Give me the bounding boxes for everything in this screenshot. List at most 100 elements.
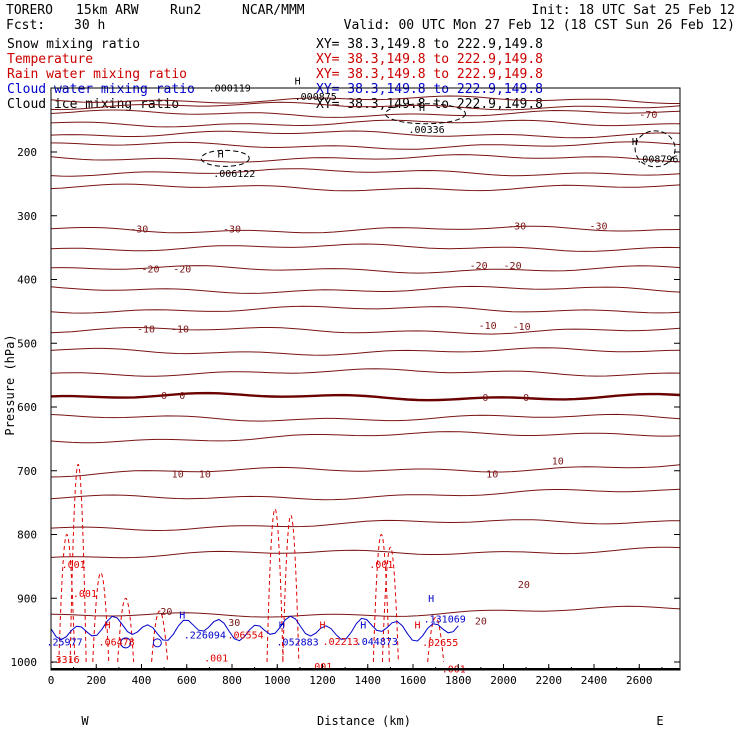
maximum-marker: H bbox=[632, 137, 638, 148]
maximum-marker: H bbox=[279, 621, 285, 632]
run-label: Run2 bbox=[170, 3, 201, 18]
field-xy: XY= 38.3,149.8 to 222.9,149.8 bbox=[316, 52, 543, 67]
snow-contour bbox=[384, 103, 466, 125]
isotherm-label: 0 bbox=[179, 391, 185, 402]
isotherm bbox=[50, 546, 681, 559]
model-name: TORERO bbox=[6, 3, 53, 18]
isotherm-label: -20 bbox=[173, 265, 191, 276]
isotherm bbox=[50, 431, 681, 444]
snow-label: .006122 bbox=[213, 169, 255, 180]
isotherm-label: 20 bbox=[518, 580, 530, 591]
maximum-marker: H bbox=[179, 610, 185, 621]
isotherm bbox=[50, 95, 680, 104]
field-name: Cloud water mixing ratio bbox=[7, 82, 195, 97]
isotherm bbox=[50, 413, 681, 422]
field-name: Snow mixing ratio bbox=[7, 37, 140, 52]
contour-labels: -70 -30 -30 -30 -30 -20 -20 -20 -20 -10 -10 -10 -10 0… bbox=[47, 76, 679, 675]
snow-label: .000119 bbox=[209, 84, 251, 95]
isotherm bbox=[50, 225, 681, 234]
x-axis-title: Distance (km) bbox=[317, 714, 411, 728]
cloud-water-label: .044873 bbox=[356, 637, 398, 648]
y-tick-label: 700 bbox=[17, 465, 37, 478]
isotherm bbox=[50, 119, 681, 128]
rain-contour bbox=[282, 514, 300, 663]
valid-time: Valid: 00 UTC Mon 27 Feb 12 (18 CST Sun … bbox=[344, 18, 735, 33]
maximum-marker: H bbox=[415, 621, 421, 632]
field-xy: XY= 38.3,149.8 to 222.9,149.8 bbox=[316, 37, 543, 52]
isotherm-label: 10 bbox=[552, 457, 564, 468]
rain-contour bbox=[266, 508, 284, 663]
field-name: Temperature bbox=[7, 52, 93, 67]
x-tick-label: 200 bbox=[86, 674, 106, 687]
east-label: E bbox=[656, 714, 663, 728]
rain-contour bbox=[372, 533, 390, 663]
x-tick-label: 2000 bbox=[490, 674, 517, 687]
field-name: Rain water mixing ratio bbox=[7, 67, 187, 82]
isotherm bbox=[50, 243, 681, 252]
rain-label: .02213 bbox=[323, 637, 359, 648]
x-tick-label: 1000 bbox=[264, 674, 291, 687]
isotherm bbox=[50, 488, 681, 501]
isotherm-label: -30 bbox=[223, 225, 241, 236]
x-tick-label: 0 bbox=[48, 674, 55, 687]
rain-contour bbox=[117, 597, 135, 663]
isotherm bbox=[50, 605, 681, 618]
isotherm-label: 30 bbox=[228, 618, 240, 629]
rain-contours bbox=[58, 463, 445, 663]
cloud-water-contour bbox=[152, 638, 162, 648]
rain-contour bbox=[92, 572, 110, 663]
cloud-water-label: .25977 bbox=[47, 638, 83, 649]
isotherm bbox=[50, 305, 681, 314]
rain-contour bbox=[69, 463, 87, 663]
rain-label: .06554 bbox=[228, 631, 264, 642]
x-tick-label: 800 bbox=[222, 674, 242, 687]
field-xy: XY= 38.3,149.8 to 222.9,149.8 bbox=[316, 82, 543, 97]
rain-label: .06478 bbox=[99, 638, 135, 649]
y-tick-label: 300 bbox=[17, 210, 37, 223]
isotherm-label: -10 bbox=[171, 325, 189, 336]
isotherm bbox=[50, 368, 681, 377]
y-axis-title: Pressure (hPa) bbox=[3, 334, 17, 435]
isotherm-label: 10 bbox=[172, 469, 184, 480]
isotherm bbox=[50, 265, 681, 274]
rain-label: .001 bbox=[369, 560, 393, 571]
isotherm bbox=[50, 464, 681, 478]
y-tick-label: 800 bbox=[17, 529, 37, 542]
cloud-water-label: .226094 bbox=[184, 631, 226, 642]
isotherm-label: -20 bbox=[470, 261, 488, 272]
cloud-water-label: .052883 bbox=[277, 638, 319, 649]
x-tick-label: 600 bbox=[177, 674, 197, 687]
maximum-marker: H bbox=[319, 621, 325, 632]
isotherm-label: -20 bbox=[504, 261, 522, 272]
rain-label: .001 bbox=[308, 662, 332, 673]
cloud-water-contour bbox=[120, 637, 132, 649]
init-time: Init: 18 UTC Sat 25 Feb 12 bbox=[532, 3, 736, 18]
isotherm-label: 0 bbox=[523, 393, 529, 404]
forecast-label: Fcst: bbox=[6, 18, 45, 33]
x-tick-label: 1800 bbox=[445, 674, 472, 687]
x-tick-label: 1200 bbox=[309, 674, 336, 687]
isotherm-label: -30 bbox=[590, 221, 608, 232]
isotherm-label: -30 bbox=[508, 221, 526, 232]
maximum-marker: H bbox=[360, 621, 366, 632]
plot-frame bbox=[50, 87, 681, 671]
isotherm bbox=[50, 183, 681, 192]
isotherm-label: -20 bbox=[142, 265, 160, 276]
isotherm bbox=[50, 347, 681, 356]
y-tick-label: 500 bbox=[17, 337, 37, 350]
x-tick-label: 2400 bbox=[581, 674, 608, 687]
snow-label: .008796 bbox=[636, 154, 678, 165]
isotherm-label: -10 bbox=[137, 325, 155, 336]
isotherm bbox=[50, 391, 681, 402]
snow-contour bbox=[200, 149, 250, 167]
x-tick-label: 2200 bbox=[536, 674, 563, 687]
maximum-marker: H bbox=[419, 103, 425, 114]
producer-label: NCAR/MMM bbox=[242, 3, 305, 18]
maximum-marker: H bbox=[105, 621, 111, 632]
y-tick-label: 900 bbox=[17, 592, 37, 605]
isotherm-label: 0 bbox=[482, 393, 488, 404]
temperature-contours bbox=[50, 95, 681, 618]
field-legend: Snow mixing ratio XY= 38.3,149.8 to 222.9… bbox=[7, 37, 543, 112]
isotherm-label: 10 bbox=[199, 469, 211, 480]
rain-contour bbox=[427, 616, 445, 663]
